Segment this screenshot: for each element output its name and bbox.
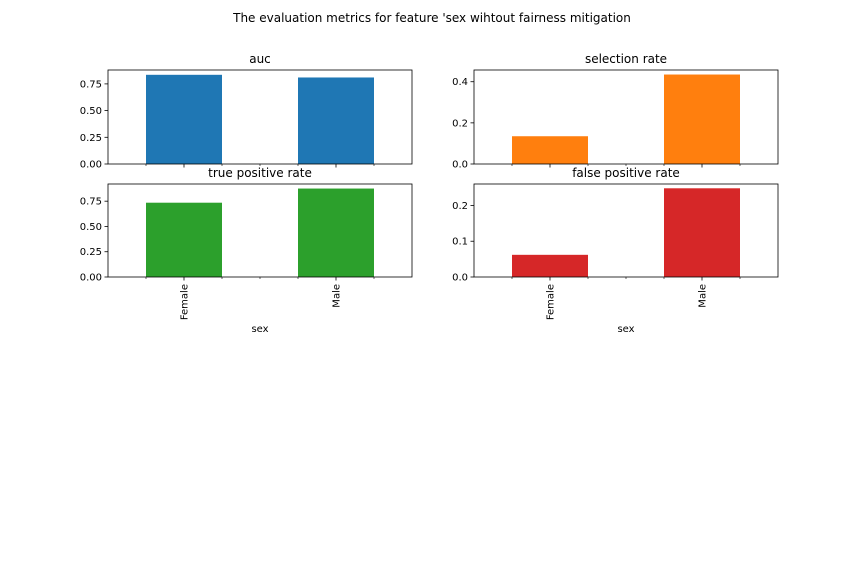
y-tick-label: 0.0 xyxy=(452,273,468,284)
x-axis-label: sex xyxy=(617,324,634,335)
subplot-3: true positive rate 0.00 0.25 0.50 0.75 Female… xyxy=(80,166,413,335)
y-tick-label: 0.1 xyxy=(452,237,468,248)
subplot-title: selection rate xyxy=(585,52,667,66)
x-axis-label: sex xyxy=(251,324,268,335)
y-tick-label: 0.0 xyxy=(452,160,468,171)
y-tick-label: 0.75 xyxy=(80,197,102,208)
bar-female xyxy=(512,136,588,164)
figure-suptitle: The evaluation metrics for feature 'sex … xyxy=(232,11,631,25)
y-tick-label: 0.25 xyxy=(80,247,102,258)
y-tick-label: 0.25 xyxy=(80,133,102,144)
y-tick-label: 0.75 xyxy=(80,79,102,90)
y-tick-label: 0.2 xyxy=(452,118,468,129)
bar-female xyxy=(146,74,222,164)
subplot-1: auc 0.00 0.25 0.50 0.75 xyxy=(80,52,413,171)
y-tick-label: 0.50 xyxy=(80,222,102,233)
bar-male xyxy=(664,74,740,164)
subplot-title: false positive rate xyxy=(572,166,680,180)
subplot-4: false positive rate 0.0 0.1 0.2 Female Male se… xyxy=(452,166,779,335)
bar-male xyxy=(664,188,740,277)
bar-male xyxy=(298,188,374,277)
subplot-2: selection rate 0.0 0.2 0.4 xyxy=(452,52,779,171)
x-tick-label-female: Female xyxy=(546,284,557,320)
bar-female xyxy=(512,254,588,277)
y-tick-label: 0.4 xyxy=(452,77,468,88)
y-tick-label: 0.00 xyxy=(80,160,102,171)
subplot-title: auc xyxy=(249,52,271,66)
y-tick-label: 0.00 xyxy=(80,273,102,284)
bar-male xyxy=(298,77,374,164)
y-tick-label: 0.2 xyxy=(452,201,468,212)
bar-female xyxy=(146,202,222,277)
x-tick-label-male: Male xyxy=(332,284,343,308)
x-tick-label-female: Female xyxy=(180,284,191,320)
subplots: auc 0.00 0.25 0.50 0.75 selection rate 0.0 0.2 0… xyxy=(80,52,779,335)
x-tick-label-male: Male xyxy=(698,284,709,308)
y-tick-label: 0.50 xyxy=(80,106,102,117)
subplot-title: true positive rate xyxy=(208,166,312,180)
